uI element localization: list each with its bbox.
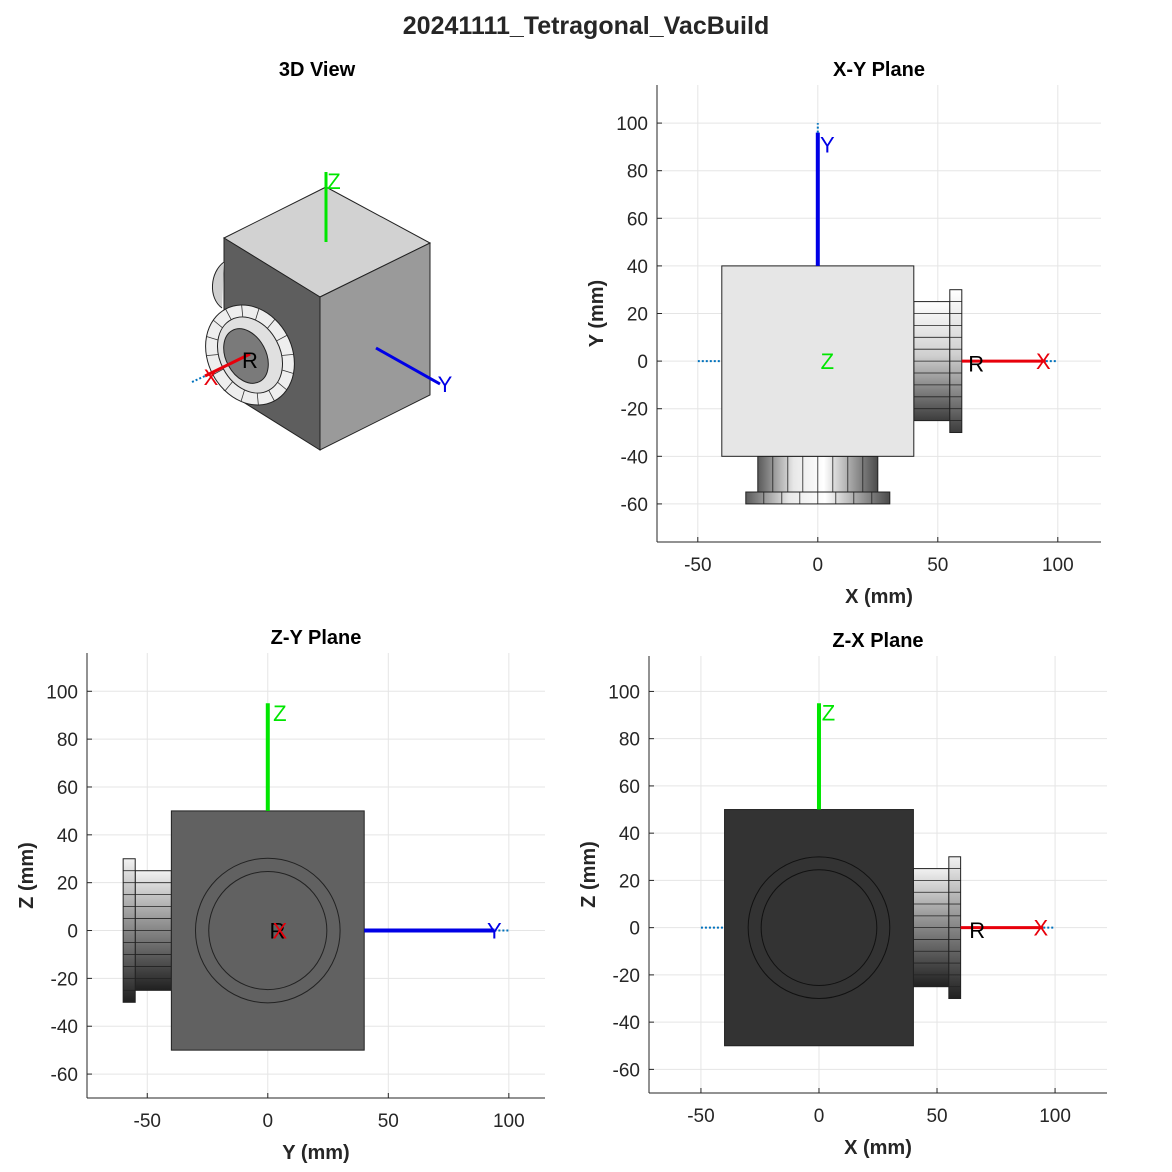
x-tick-label: 0: [813, 555, 824, 576]
y-tick-label: 80: [57, 730, 78, 751]
port-facet: [212, 368, 224, 376]
x-tick-label: 100: [493, 1111, 525, 1132]
x-tick-label: -50: [684, 555, 711, 576]
x-tick-label: 100: [1039, 1106, 1071, 1127]
y-tick-label: -20: [613, 966, 640, 987]
y-triad-label: Y: [438, 372, 453, 397]
x-triad-label: X: [1036, 349, 1051, 374]
y-tick-label: 60: [627, 209, 648, 230]
y-tick-label: -60: [613, 1060, 640, 1081]
x-tick-label: 100: [1042, 555, 1074, 576]
x-tick-label: -50: [687, 1106, 714, 1127]
r-triad-label: R: [969, 918, 985, 943]
r-triad-label: R: [269, 919, 285, 944]
cube-face: [170, 810, 365, 1051]
x-tick-label: 50: [378, 1111, 399, 1132]
panel-title: 3D View: [279, 59, 356, 81]
y-axis-label: Y (mm): [586, 280, 608, 347]
y-tick-label: 40: [627, 257, 648, 278]
port-facet: [206, 336, 219, 341]
y-tick-label: -40: [613, 1013, 640, 1034]
z-triad-label: Z: [273, 701, 286, 726]
x-tick-label: 0: [263, 1111, 274, 1132]
port-facet: [268, 390, 275, 402]
port-facet: [206, 354, 219, 357]
y-tick-label: 0: [67, 922, 78, 943]
r-triad-label: R: [242, 348, 258, 373]
x-tick-label: 50: [927, 555, 948, 576]
x-triad-label: X: [272, 919, 287, 944]
cube-face: [721, 265, 915, 457]
port-facet: [281, 369, 294, 374]
port-bore-ring: [208, 870, 328, 991]
y-tick-label: -20: [51, 969, 78, 990]
panel-title: Z-X Plane: [832, 630, 923, 652]
rear-port-sliver: [212, 261, 225, 309]
port-facet: [225, 308, 232, 320]
panel-view3d: 3D View Z Y XR: [191, 59, 453, 451]
figure-title: 20241111_Tetragonal_VacBuild: [402, 12, 770, 40]
y-tick-label: -40: [621, 447, 648, 468]
y-tick-label: 80: [627, 162, 648, 183]
port-facet: [255, 308, 260, 321]
panel-zy: -50 0 50 100 -60 -40 -20 0 20 40 60 80 100 Z-Y Plane Y…: [16, 627, 545, 1164]
port-facet: [277, 381, 288, 391]
y-tick-label: 20: [57, 874, 78, 895]
y-axis-label: Z (mm): [578, 841, 600, 908]
y-tick-label: -20: [621, 400, 648, 421]
y-tick-label: 100: [46, 682, 78, 703]
z-triad-label: Z: [821, 349, 834, 374]
port-facet: [240, 389, 245, 402]
y-triad-label: Y: [487, 919, 502, 944]
port-facet: [212, 319, 223, 329]
y-tick-label: -60: [621, 495, 648, 516]
panel-xy: -50 0 50 100 -60 -40 -20 0 20 40 60 80 100 X-Y Plane X…: [586, 59, 1101, 608]
z-triad-label: Z: [327, 169, 340, 194]
y-tick-label: 40: [619, 824, 640, 845]
y-axis-arrow: [375, 346, 441, 386]
x-triad-label: X: [204, 365, 219, 390]
y-tick-label: 80: [619, 730, 640, 751]
z-triad-label: Z: [822, 701, 835, 726]
x-axis-label: X (mm): [844, 1137, 912, 1159]
port-facet: [241, 304, 244, 318]
y-tick-label: 20: [627, 305, 648, 326]
port-facet: [256, 392, 259, 406]
port-facet: [276, 334, 288, 342]
x-axis-label: Y (mm): [282, 1142, 349, 1164]
port-flange-ring: [194, 857, 341, 1004]
panel-title: X-Y Plane: [833, 59, 925, 81]
x-tick-label: 0: [814, 1106, 825, 1127]
y-tick-label: 40: [57, 826, 78, 847]
y-tick-label: 0: [629, 919, 640, 940]
y-tick-label: 100: [608, 682, 640, 703]
r-triad-label: R: [968, 351, 984, 376]
cube-face: [724, 809, 914, 1047]
y-triad-label: Y: [820, 133, 835, 158]
y-tick-label: 20: [619, 871, 640, 892]
port-facet: [224, 381, 234, 392]
y-tick-label: 0: [637, 352, 648, 373]
x-axis-label: X (mm): [845, 586, 913, 608]
port-facet: [281, 353, 294, 356]
port-facet: [266, 318, 276, 329]
y-tick-label: -40: [51, 1017, 78, 1038]
panel-title: Z-Y Plane: [271, 627, 362, 649]
x-axis-arrow: [204, 352, 251, 378]
y-axis-label: Z (mm): [16, 842, 38, 909]
y-tick-label: 100: [616, 114, 648, 135]
y-tick-label: -60: [51, 1065, 78, 1086]
x-triad-label: X: [1034, 916, 1049, 941]
port-bore-ring: [760, 869, 878, 986]
x-tick-label: -50: [134, 1111, 161, 1132]
panel-zx: -50 0 50 100 -60 -40 -20 0 20 40 60 80 100 Z-X Plane X…: [578, 630, 1107, 1159]
cube-right-face: [319, 242, 431, 451]
y-tick-label: 60: [619, 777, 640, 798]
port-flange-ring: [747, 856, 891, 999]
x-tick-label: 50: [926, 1106, 947, 1127]
y-tick-label: 60: [57, 778, 78, 799]
